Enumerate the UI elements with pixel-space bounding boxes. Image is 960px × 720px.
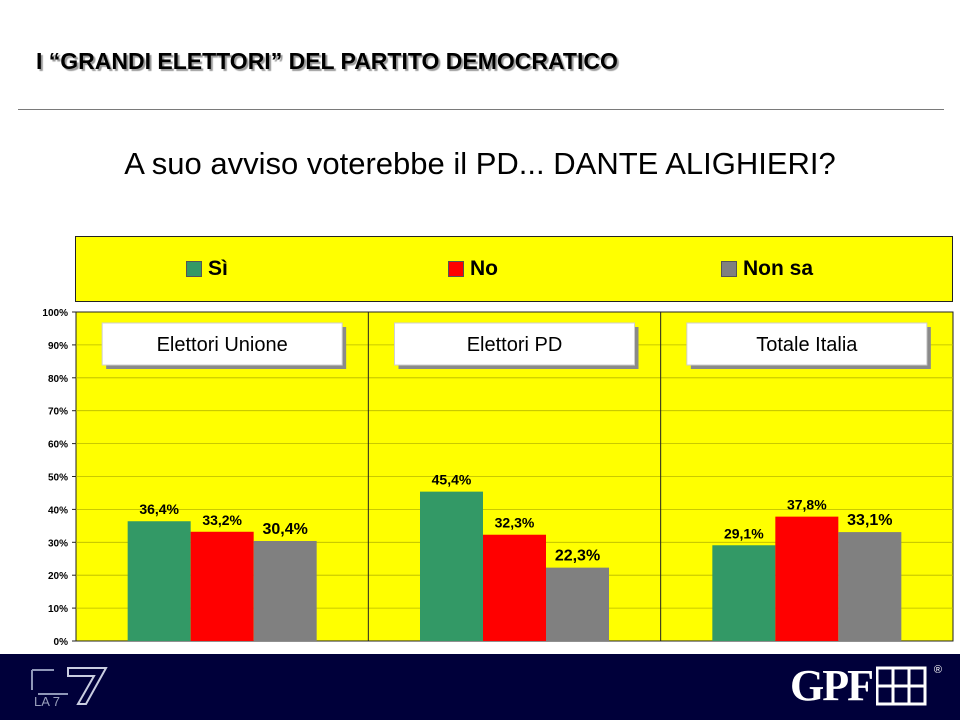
legend-swatch-no xyxy=(448,261,464,277)
bar xyxy=(712,545,776,641)
data-label: 45,4% xyxy=(432,472,472,488)
y-tick-label: 60% xyxy=(48,440,68,451)
bar xyxy=(190,531,254,641)
bar xyxy=(775,516,839,641)
category-label: Totale Italia xyxy=(756,334,858,356)
legend-item-no: No xyxy=(448,257,498,280)
bar xyxy=(546,567,609,641)
title-divider xyxy=(18,109,944,110)
y-tick-label: 50% xyxy=(48,473,68,484)
footer-bar xyxy=(0,654,960,720)
data-label: 32,3% xyxy=(495,515,535,531)
page-title: I “GRANDI ELETTORI” DEL PARTITO DEMOCRAT… xyxy=(36,48,618,74)
la7-logo-text: LA 7 xyxy=(34,694,60,708)
data-label: 30,4% xyxy=(262,521,307,538)
legend-swatch-non-sa xyxy=(721,261,737,277)
data-label: 22,3% xyxy=(555,548,600,565)
gpf-emblem-icon xyxy=(875,666,927,706)
legend-item-non-sa: Non sa xyxy=(721,257,814,280)
legend-item-si: Sì xyxy=(186,257,228,280)
y-tick-label: 80% xyxy=(48,374,68,385)
gpf-logo: GPF ® xyxy=(790,661,942,710)
la7-logo: LA 7 xyxy=(31,667,108,708)
gpf-registered-mark: ® xyxy=(933,664,942,676)
bar xyxy=(838,532,902,641)
y-tick-label: 30% xyxy=(48,538,68,549)
data-label: 36,4% xyxy=(139,501,179,517)
bar xyxy=(420,491,483,641)
category-label: Elettori PD xyxy=(467,334,563,356)
data-label: 33,2% xyxy=(202,512,242,528)
y-tick-label: 0% xyxy=(54,637,69,648)
y-tick-label: 10% xyxy=(48,604,68,615)
legend-swatch-si xyxy=(186,261,202,277)
y-tick-label: 100% xyxy=(42,308,68,319)
bar xyxy=(127,521,191,641)
y-tick-label: 70% xyxy=(48,407,68,418)
data-label: 29,1% xyxy=(724,525,764,541)
chart-question: A suo avviso voterebbe il PD... DANTE AL… xyxy=(124,146,836,181)
y-tick-label: 90% xyxy=(48,341,68,352)
bar xyxy=(253,540,317,641)
gpf-logo-text: GPF xyxy=(790,661,874,710)
bar xyxy=(483,534,546,641)
category-box xyxy=(394,322,635,366)
legend-label-si: Sì xyxy=(208,257,228,280)
legend-label-no: No xyxy=(470,257,498,280)
category-box xyxy=(101,322,343,366)
data-label: 37,8% xyxy=(787,497,827,513)
y-tick-label: 20% xyxy=(48,571,68,582)
data-label: 33,1% xyxy=(847,512,892,529)
legend-label-non-sa: Non sa xyxy=(743,257,814,280)
y-tick-label: 40% xyxy=(48,505,68,516)
chart-legend: Sì No Non sa xyxy=(75,236,953,302)
category-label: Elettori Unione xyxy=(157,334,288,356)
category-box xyxy=(686,322,928,366)
